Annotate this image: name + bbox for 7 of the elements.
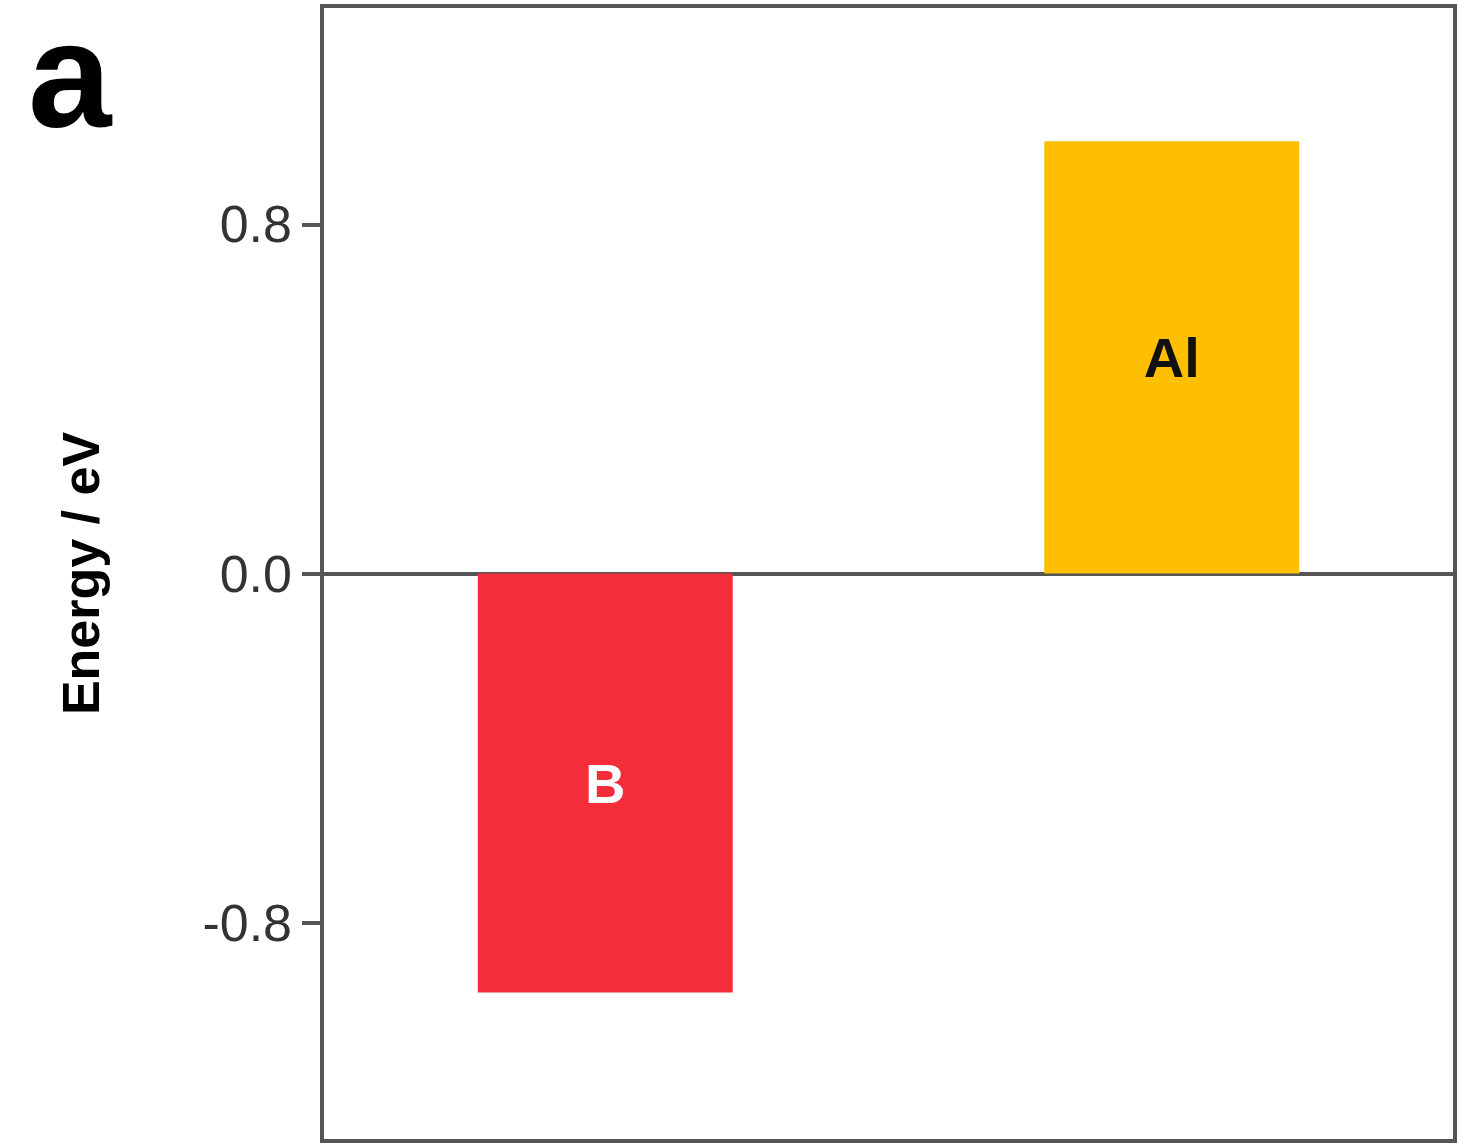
x-tick-label: B [585,751,626,815]
y-tick-label: 0.8 [219,195,292,254]
y-tick-label: 0.0 [219,544,292,603]
y-axis-title: Energy / eV [52,431,110,716]
x-tick-label: Al [1143,325,1200,389]
y-tick-label: -0.8 [202,893,292,952]
text: a [28,0,113,159]
